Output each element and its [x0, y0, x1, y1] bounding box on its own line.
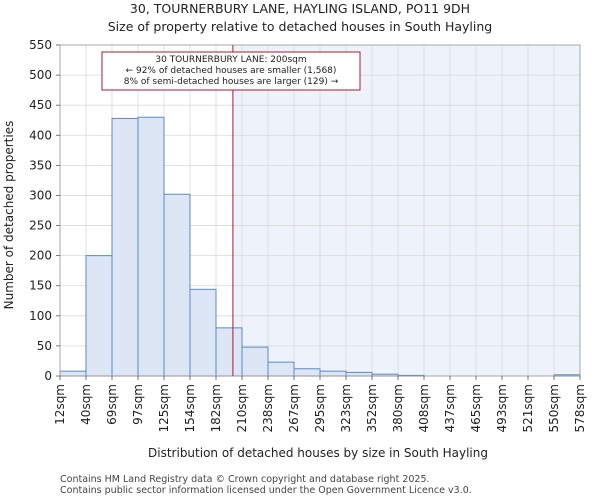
- bar-295sqm: [319, 370, 347, 377]
- chart-title: 30, TOURNERBURY LANE, HAYLING ISLAND, PO…: [130, 1, 470, 16]
- x-axis-ticks: 12sqm 40sqm 69sqm 97sqm 125sqm 154sqm 182sqm 21…: [53, 376, 587, 432]
- x-tick-label: 352sqm: [365, 384, 379, 432]
- x-tick-label: 40sqm: [79, 384, 93, 425]
- bar-69sqm: [111, 117, 139, 377]
- bar-182sqm: [215, 327, 243, 377]
- annotation-box: 30 TOURNERBURY LANE: 200sqm ← 92% of det…: [101, 51, 361, 91]
- x-tick-label: 521sqm: [521, 384, 535, 432]
- y-tick-label: 350: [29, 158, 52, 172]
- x-tick-label: 97sqm: [131, 384, 145, 425]
- y-tick-label: 550: [29, 38, 52, 52]
- y-tick-label: 300: [29, 188, 52, 202]
- x-tick-label: 295sqm: [313, 384, 327, 432]
- bar-323sqm: [345, 371, 373, 377]
- larger-region-shade: [232, 45, 580, 376]
- y-tick-label: 450: [29, 98, 52, 112]
- footer-line-2: Contains public sector information licen…: [60, 485, 472, 496]
- y-tick-label: 400: [29, 128, 52, 142]
- y-tick-label: 0: [44, 369, 52, 383]
- bar-12sqm: [59, 370, 87, 377]
- x-axis-label: Distribution of detached houses by size …: [148, 446, 488, 460]
- annotation-line-2: ← 92% of detached houses are smaller (1,…: [126, 66, 337, 76]
- x-tick-label: 465sqm: [469, 384, 483, 432]
- bar-125sqm: [163, 193, 191, 377]
- x-tick-label: 408sqm: [417, 384, 431, 432]
- bar-40sqm: [85, 255, 113, 377]
- x-tick-label: 12sqm: [53, 384, 67, 425]
- x-tick-label: 493sqm: [495, 384, 509, 432]
- bar-210sqm: [241, 346, 269, 377]
- x-tick-label: 182sqm: [209, 384, 223, 432]
- annotation-line-3: 8% of semi-detached houses are larger (1…: [124, 77, 339, 87]
- x-tick-label: 154sqm: [183, 384, 197, 432]
- bar-267sqm: [293, 368, 321, 377]
- x-tick-label: 550sqm: [547, 384, 561, 432]
- bar-154sqm: [189, 288, 217, 377]
- x-tick-label: 437sqm: [443, 384, 457, 432]
- x-tick-label: 125sqm: [157, 384, 171, 432]
- y-tick-label: 250: [29, 219, 52, 233]
- x-tick-label: 238sqm: [261, 384, 275, 432]
- y-tick-label: 500: [29, 68, 52, 82]
- footer-line-1: Contains HM Land Registry data © Crown c…: [60, 474, 430, 485]
- x-tick-label: 210sqm: [235, 384, 249, 432]
- y-tick-label: 100: [29, 309, 52, 323]
- bars: [59, 116, 581, 377]
- chart-subtitle: Size of property relative to detached ho…: [108, 19, 492, 34]
- x-tick-label: 69sqm: [105, 384, 119, 425]
- y-tick-label: 150: [29, 279, 52, 293]
- bar-97sqm: [137, 116, 165, 377]
- x-tick-label: 267sqm: [287, 384, 301, 432]
- x-tick-label: 380sqm: [391, 384, 405, 432]
- y-axis-ticks: 0 50 100 150 200 250 300 350 400 450 500 550: [29, 38, 60, 383]
- y-tick-label: 50: [37, 339, 52, 353]
- annotation-box-frame: [101, 51, 361, 91]
- x-tick-label: 323sqm: [339, 384, 353, 432]
- annotation-line-1: 30 TOURNERBURY LANE: 200sqm: [155, 55, 306, 65]
- y-tick-label: 200: [29, 249, 52, 263]
- bar-238sqm: [267, 361, 295, 377]
- plot-area: 30 TOURNERBURY LANE: 200sqm ← 92% of det…: [59, 44, 581, 377]
- x-tick-label: 578sqm: [573, 384, 587, 432]
- y-axis-label: Number of detached properties: [2, 121, 16, 310]
